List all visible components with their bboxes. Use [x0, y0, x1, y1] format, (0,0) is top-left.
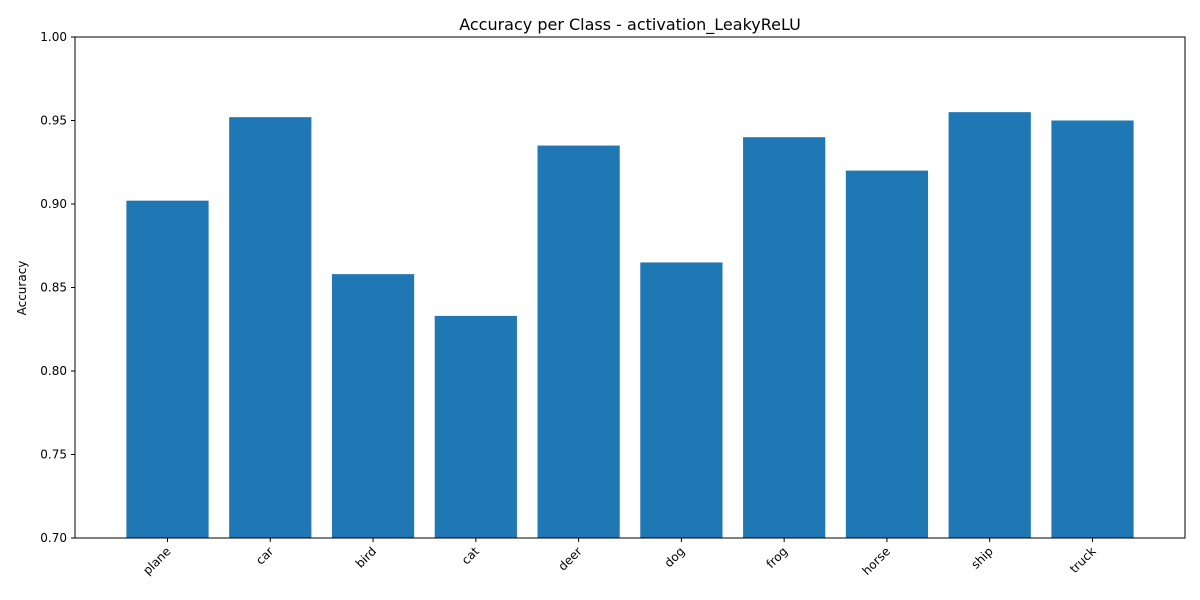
x-tick-label-truck: truck — [1067, 544, 1099, 576]
y-axis-ticks: 0.70 0.75 0.80 0.85 0.90 0.95 1.00 — [40, 30, 75, 545]
bar-cat — [434, 315, 517, 538]
bar-ship — [948, 112, 1031, 539]
bars-group — [126, 112, 1134, 539]
y-axis-label: Accuracy — [15, 261, 29, 316]
x-tick-label-ship: ship — [968, 544, 995, 571]
y-tick-label: 0.95 — [40, 114, 67, 128]
chart-title: Accuracy per Class - activation_LeakyReL… — [459, 15, 801, 35]
x-tick-label-dog: dog — [662, 544, 688, 570]
plot-frame — [74, 36, 1186, 539]
bar-car — [229, 117, 312, 538]
bar-bird — [331, 274, 415, 538]
x-axis-ticks: plane car bird cat deer dog frog horse ship truck — [140, 538, 1099, 578]
y-tick-label: 0.70 — [40, 531, 67, 545]
y-tick-label: 0.85 — [40, 281, 67, 295]
x-tick-label-deer: deer — [556, 544, 585, 573]
x-tick-label-car: car — [253, 544, 276, 567]
x-tick-label-horse: horse — [859, 544, 893, 578]
y-tick-label: 1.00 — [40, 30, 67, 44]
bar-dog — [640, 262, 723, 538]
bar-plane — [126, 200, 209, 538]
bar-deer — [537, 145, 620, 539]
bar-horse — [845, 170, 929, 538]
x-tick-label-cat: cat — [459, 544, 482, 567]
bar-frog — [743, 137, 826, 538]
y-tick-label: 0.75 — [40, 448, 67, 462]
x-tick-label-bird: bird — [353, 544, 379, 570]
x-tick-label-plane: plane — [140, 544, 173, 577]
y-tick-label: 0.80 — [40, 364, 67, 378]
y-tick-label: 0.90 — [40, 197, 67, 211]
x-tick-label-frog: frog — [764, 544, 791, 571]
bar-truck — [1051, 120, 1134, 538]
